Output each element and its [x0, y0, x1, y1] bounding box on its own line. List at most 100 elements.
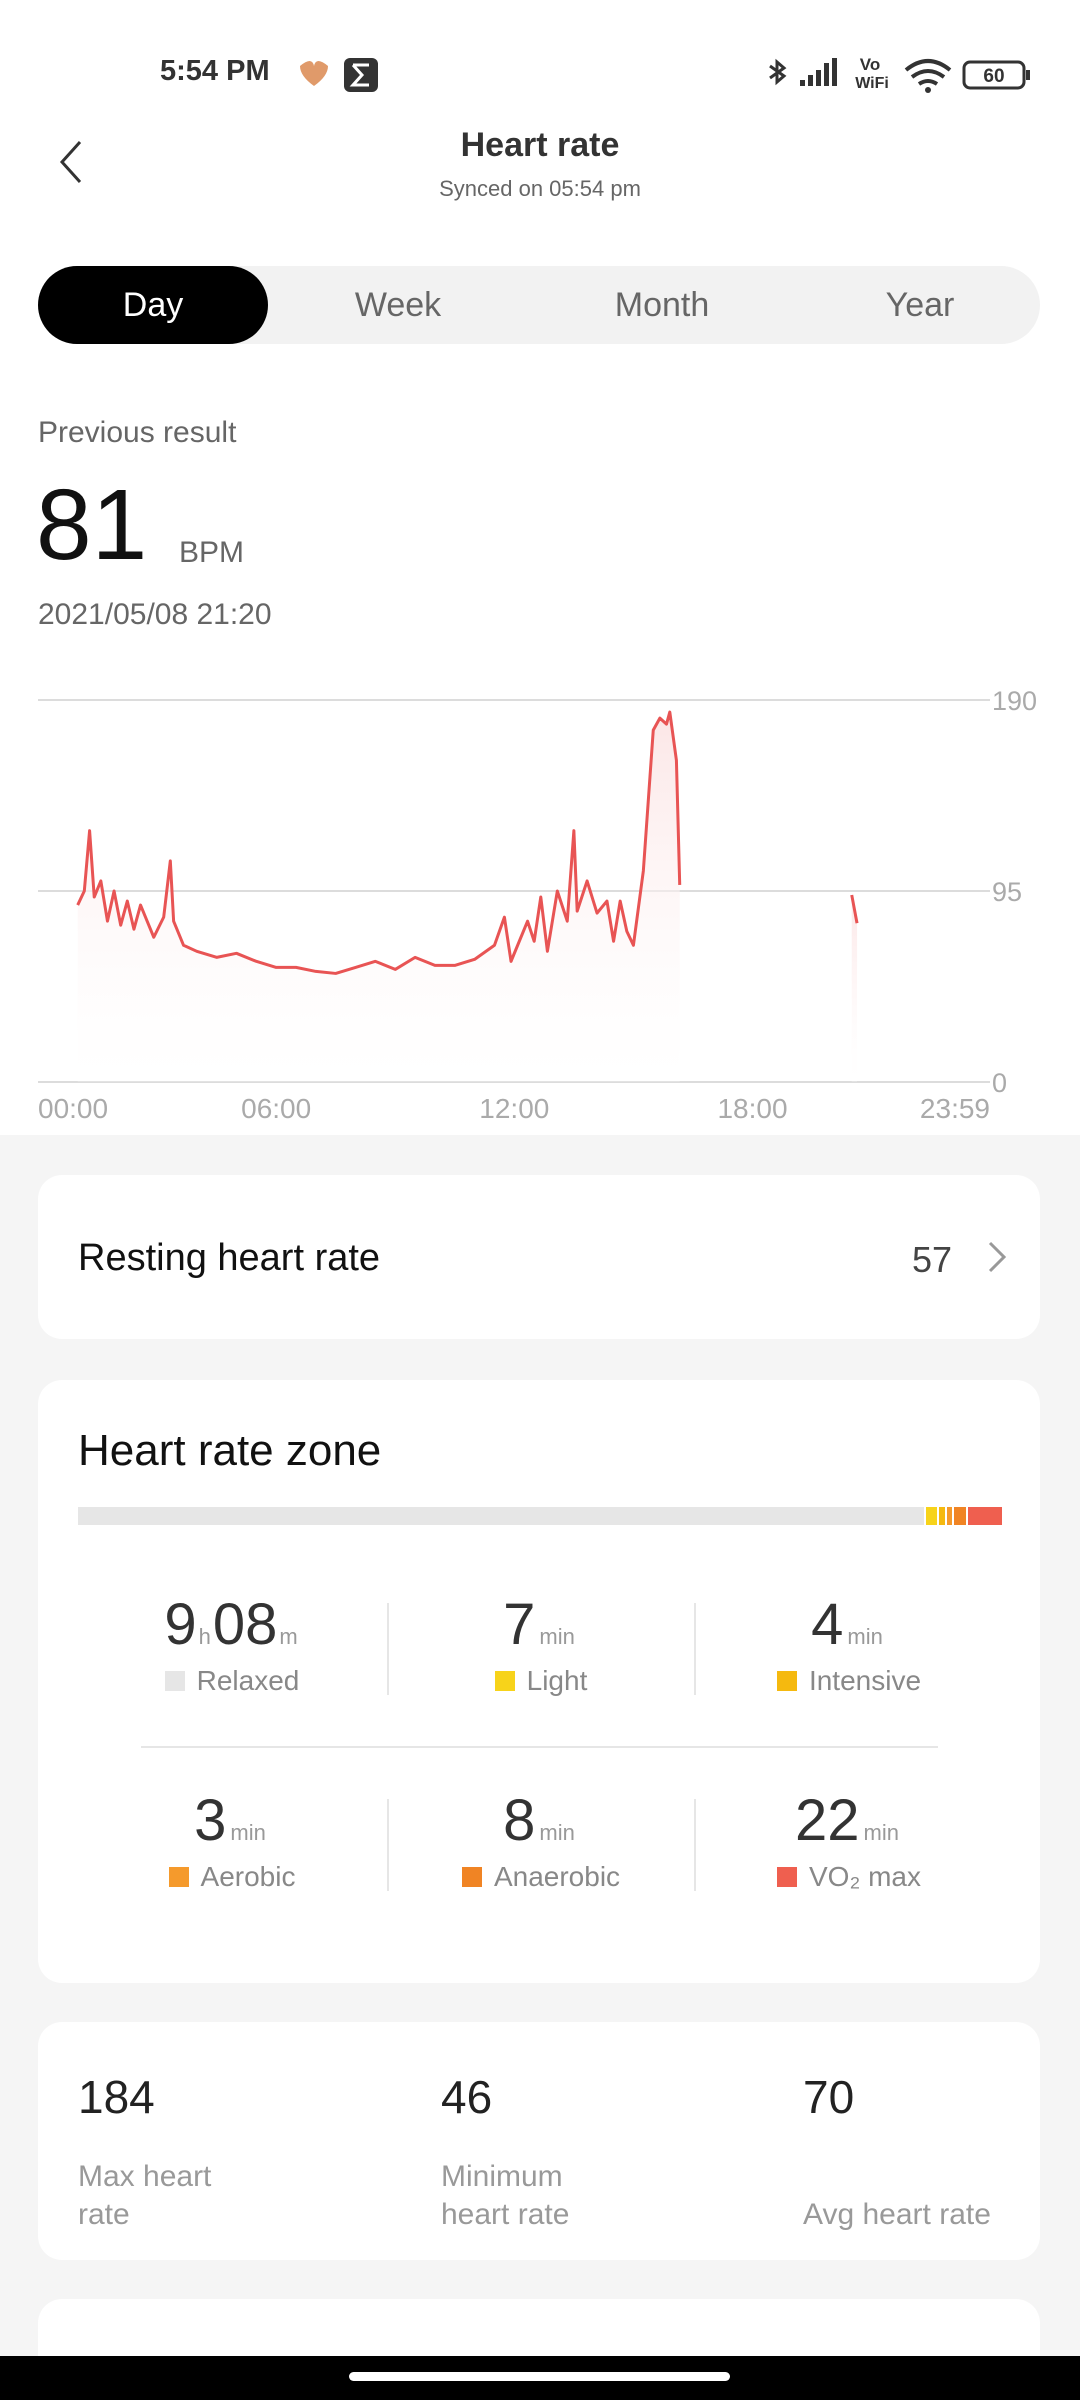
tab[interactable]: Month: [614, 286, 710, 324]
zone-duration: 4 min: [699, 1591, 999, 1661]
zone-name: Aerobic: [200, 1861, 296, 1892]
previous-result-value: 81: [36, 469, 148, 581]
signal-icon: [800, 58, 837, 86]
zone-duration: 7 min: [391, 1591, 691, 1661]
zone-unit: h: [198, 1624, 211, 1649]
x-tick-label: 12:00: [479, 1093, 549, 1124]
zone-card: Heart rate zone 9h08m Relaxed 7 min Light 4 mi…: [38, 1380, 1040, 1983]
zone-minutes: 3: [194, 1788, 227, 1853]
resting-value: 57: [911, 1239, 952, 1280]
resting-card[interactable]: Resting heart rate 57: [38, 1175, 1040, 1339]
heart-rate-chart: 0 95 190 00:00 06:00 12:00 18:00 23:59: [38, 686, 1037, 1124]
battery-tip: [1026, 70, 1030, 80]
zone-label: Anaerobic: [391, 1861, 691, 1893]
zone-unit: min: [847, 1624, 883, 1649]
tab[interactable]: Year: [885, 286, 955, 324]
zone-duration: 8 min: [391, 1787, 691, 1857]
zone-label: VO₂ max: [699, 1861, 999, 1893]
zone-name: Anaerobic: [493, 1861, 621, 1892]
zone-swatch: [776, 1671, 797, 1691]
wifi-icon: [904, 59, 952, 86]
zone-name: VO₂ max: [809, 1861, 921, 1892]
line-area: [851, 895, 858, 1082]
chart-layer: Vo WiFi 60 0 95 190 00:00 06:00 12:00 18:00 23:…: [38, 55, 1037, 1124]
zone-swatch: [494, 1671, 515, 1691]
stat-label-line: Max heart: [78, 2160, 212, 2193]
battery-level: 60: [983, 66, 1004, 87]
zone-name: Intensive: [808, 1665, 922, 1696]
zone-segment: [968, 1507, 1002, 1525]
divider: [694, 1603, 696, 1695]
line-area: [77, 712, 680, 1082]
zone-segment: [947, 1507, 952, 1525]
zone-title: Heart rate zone: [78, 1426, 382, 1475]
bluetooth-icon: [769, 58, 787, 86]
zone-minutes: 22: [795, 1788, 860, 1853]
x-tick-label: 00:00: [38, 1093, 108, 1124]
y-tick-label: 95: [992, 877, 1022, 907]
stat: 184 Max heart rate: [78, 2070, 211, 2231]
sync-status: Synced on 05:54 pm: [439, 176, 641, 201]
vowifi-text: WiFi: [855, 75, 889, 92]
y-tick-label: 0: [992, 1068, 1007, 1098]
sigma-glyph: [349, 63, 369, 87]
tab[interactable]: Week: [354, 286, 442, 324]
previous-result-label: Previous result: [38, 416, 237, 449]
zone-label: Relaxed: [82, 1665, 382, 1697]
back-button[interactable]: [59, 140, 82, 184]
stat-label-line: Minimum: [441, 2160, 563, 2193]
home-indicator[interactable]: [349, 2372, 730, 2381]
chevron: [988, 1241, 1007, 1273]
zone-duration: 3 min: [82, 1787, 382, 1857]
zone-segment: [953, 1507, 967, 1525]
stat-label-line: heart rate: [441, 2198, 570, 2231]
zone-cell: 3 min Aerobic: [82, 1787, 382, 1893]
tab[interactable]: Day: [38, 266, 268, 344]
zone-hours: 9: [164, 1592, 197, 1657]
divider: [387, 1603, 389, 1695]
stat-value: 70: [803, 2071, 855, 2123]
heart-rate-line: [850, 894, 859, 924]
zone-name: Relaxed: [196, 1665, 300, 1696]
zone-cell: 4 min Intensive: [699, 1591, 999, 1697]
stats-card: [38, 2022, 1040, 2260]
zone-label: Intensive: [699, 1665, 999, 1697]
zone-unit: m: [279, 1624, 298, 1649]
y-tick-label: 190: [992, 686, 1037, 716]
battery-icon: [962, 60, 1026, 90]
zone-unit: min: [539, 1820, 575, 1845]
zone-swatch: [461, 1867, 482, 1887]
stat-label: Max heart rate: [78, 2150, 338, 2234]
zone-swatch: [777, 1867, 797, 1887]
stat-value: 184: [78, 2071, 155, 2123]
zone-segment: [938, 1507, 946, 1525]
zone-cell: 7 min Light: [391, 1591, 691, 1697]
zone-minutes: 08: [212, 1592, 278, 1657]
zone-minutes: 4: [811, 1592, 844, 1657]
zone-minutes: 8: [503, 1788, 536, 1853]
zone-name: Light: [526, 1665, 588, 1696]
wifi-icon: [925, 87, 931, 93]
previous-result-unit: BPM: [179, 536, 245, 569]
zone-label: Aerobic: [82, 1861, 382, 1893]
stat-label: Minimum heart rate: [441, 2150, 701, 2234]
previous-result-time: 2021/05/08 21:20: [38, 598, 272, 631]
x-tick-label: 06:00: [241, 1093, 311, 1124]
x-tick-label: 18:00: [717, 1093, 787, 1124]
zone-duration: 9h08m: [82, 1591, 382, 1661]
page-title: Heart rate: [460, 126, 620, 164]
zone-swatch: [164, 1671, 185, 1691]
stat-value: 46: [441, 2071, 493, 2123]
resting-label: Resting heart rate: [78, 1237, 381, 1279]
vowifi-text: Vo: [860, 55, 880, 74]
divider: [141, 1746, 938, 1748]
zone-bar: [78, 1507, 1002, 1525]
stat: 70 Avg heart rate: [803, 2070, 991, 2231]
zone-cell: 22 min VO₂ max: [699, 1787, 999, 1893]
stat: 46 Minimum heart rate: [441, 2070, 569, 2231]
zone-segment: [78, 1507, 925, 1525]
zone-label: Light: [391, 1665, 691, 1697]
divider: [387, 1799, 389, 1891]
stat-label-line: rate: [78, 2198, 130, 2231]
zone-unit: min: [863, 1820, 899, 1845]
